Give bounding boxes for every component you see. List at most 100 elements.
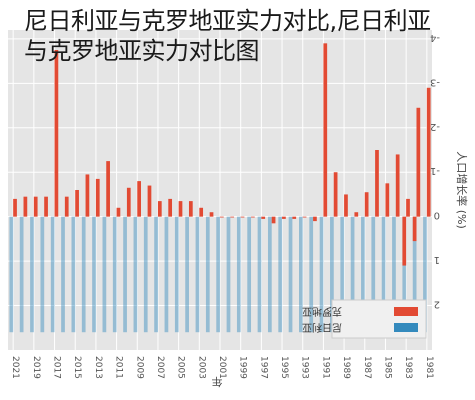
- bar-nigeria-background: [267, 216, 272, 333]
- bar-nigeria-background: [257, 216, 262, 333]
- bar-nigeria-background: [278, 216, 283, 333]
- x-tick-label: 1997: [258, 356, 268, 379]
- y-tick-label: -1: [430, 165, 440, 176]
- bar-croatia: [292, 216, 297, 219]
- y-tick-label: -3: [430, 76, 440, 87]
- bar-croatia: [168, 198, 173, 217]
- bar-croatia: [199, 207, 204, 217]
- x-tick-label: 1983: [403, 356, 413, 379]
- tick-labels: -4 -3 -2 -1 0 1 2 1981 1983 1985 1987 1989 1991 1993 1…: [10, 32, 440, 379]
- bar-croatia: [85, 174, 90, 217]
- x-tick-label: 1995: [279, 356, 289, 379]
- bar-croatia: [64, 196, 69, 217]
- bar-croatia: [75, 190, 79, 217]
- x-tick-label: 2015: [72, 356, 82, 379]
- bar-croatia: [354, 212, 359, 217]
- bar-nigeria-background: [81, 216, 86, 333]
- bar-croatia: [178, 201, 183, 217]
- bar-nigeria-background: [361, 216, 365, 333]
- bar-nigeria-background: [195, 216, 200, 333]
- x-tick-label: 2001: [217, 356, 227, 379]
- bar-nigeria-background: [319, 216, 324, 333]
- bar-croatia: [395, 154, 400, 217]
- x-tick-label: 2019: [31, 356, 41, 379]
- bar-croatia: [364, 192, 369, 217]
- bar-croatia: [416, 107, 421, 217]
- bar-nigeria-background: [350, 216, 355, 333]
- x-tick-label: 2007: [155, 356, 165, 379]
- bar-croatia: [426, 87, 431, 217]
- legend-label: 尼日利亚: [302, 321, 342, 333]
- bar-nigeria-background: [174, 216, 179, 333]
- legend-swatch: [394, 307, 418, 316]
- bar-nigeria-background: [216, 216, 220, 333]
- x-tick-label: 2009: [134, 356, 144, 379]
- bar-croatia: [282, 216, 286, 219]
- bar-nigeria-background: [40, 216, 45, 333]
- bar-croatia: [251, 216, 255, 218]
- bar-nigeria-background: [102, 216, 107, 333]
- y-tick-label: -4: [430, 32, 440, 43]
- bar-nigeria-background: [423, 216, 427, 333]
- bar-nigeria-background: [154, 216, 158, 333]
- x-axis-label: 年: [212, 375, 223, 389]
- overlay-title: 尼日利亚与克罗地亚实力对比,尼日利亚 与克罗地亚实力对比图: [24, 6, 474, 66]
- x-tick-label: 1989: [341, 356, 351, 379]
- bar-nigeria-background: [19, 216, 24, 333]
- bar-croatia: [333, 172, 338, 217]
- bar-croatia: [116, 207, 121, 217]
- bar-nigeria-background: [340, 216, 345, 333]
- bar-croatia: [106, 161, 110, 217]
- bar-nigeria-background: [392, 216, 396, 333]
- bar-nigeria-background: [205, 216, 210, 333]
- bar-croatia: [188, 201, 193, 217]
- bar-nigeria-background: [226, 216, 231, 333]
- legend-box: [331, 299, 427, 339]
- bar-nigeria-background: [61, 216, 65, 333]
- bar-croatia: [23, 196, 28, 217]
- x-tick-label: 2005: [176, 356, 186, 379]
- bar-nigeria-background: [381, 216, 386, 333]
- x-tick-label: 2003: [196, 356, 206, 379]
- bar-nigeria-background: [236, 216, 241, 333]
- bar-nigeria-background: [92, 216, 96, 333]
- y-tick-label: 2: [434, 299, 440, 310]
- x-tick-label: 1991: [320, 356, 330, 379]
- bar-croatia: [344, 194, 348, 217]
- x-tick-label: 1999: [238, 356, 248, 379]
- bar-croatia: [406, 198, 410, 217]
- y-tick-label: -2: [430, 121, 440, 132]
- x-tick-label: 2013: [93, 356, 103, 379]
- bar-nigeria-background: [247, 216, 252, 333]
- bar-nigeria-background: [9, 216, 14, 333]
- bar-croatia: [240, 216, 245, 218]
- x-tick-label: 1981: [424, 356, 434, 379]
- bars: [9, 43, 431, 333]
- overlay-title-line-2: 与克罗地亚实力对比图: [24, 37, 260, 65]
- bar-croatia: [157, 201, 162, 217]
- bar-nigeria-background: [50, 216, 55, 333]
- bar-croatia: [261, 216, 266, 219]
- bar-croatia: [230, 216, 235, 218]
- bar-croatia: [33, 196, 38, 217]
- bar-highlight: [412, 216, 417, 242]
- bar-croatia: [313, 216, 317, 222]
- overlay-title-line-1: 尼日利亚与克罗地亚实力对比,尼日利亚: [24, 7, 431, 35]
- bar-nigeria-background: [123, 216, 127, 333]
- bar-nigeria-background: [299, 216, 303, 333]
- bar-nigeria-background: [112, 216, 117, 333]
- bar-croatia: [302, 216, 307, 218]
- bar-croatia: [220, 216, 224, 218]
- legend-swatch: [394, 323, 418, 332]
- x-tick-label: 1985: [382, 356, 392, 379]
- x-tick-label: 2017: [52, 356, 62, 379]
- bar-croatia: [54, 50, 59, 217]
- bar-nigeria-background: [412, 216, 417, 333]
- bar-croatia: [209, 212, 214, 217]
- bar-highlight: [402, 216, 407, 266]
- legend-label: 克罗地亚: [302, 305, 342, 318]
- bar-nigeria-background: [164, 216, 169, 333]
- y-tick-label: 0: [434, 210, 440, 221]
- bar-croatia: [271, 216, 276, 224]
- bar-nigeria-background: [330, 216, 334, 333]
